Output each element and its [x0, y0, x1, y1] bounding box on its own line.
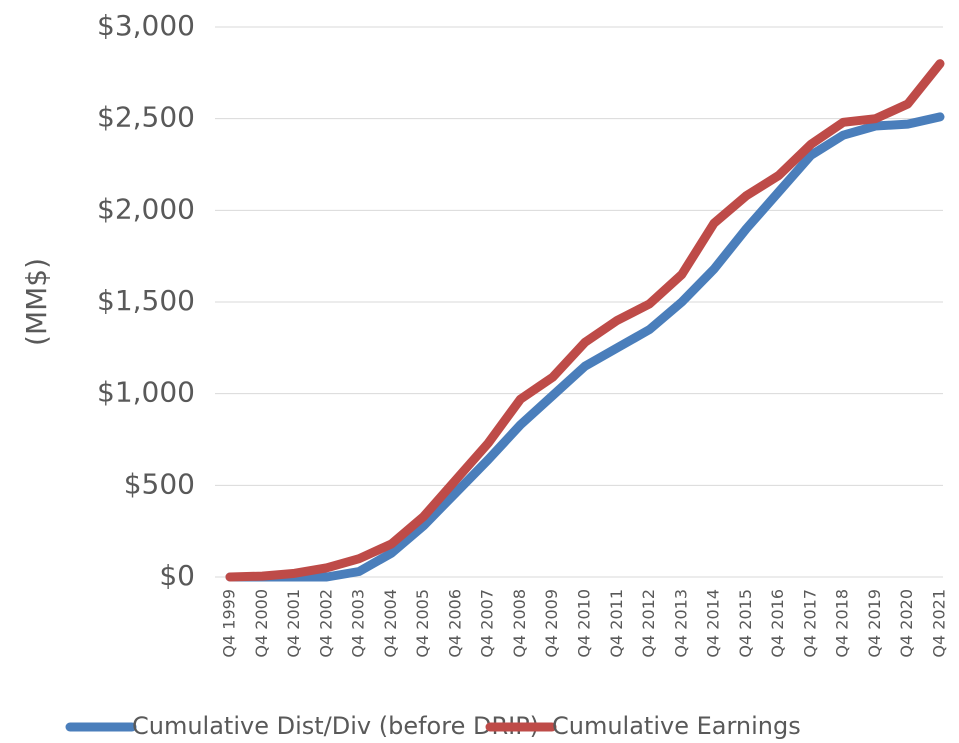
- x-tick-label: Q4 2013: [671, 589, 690, 658]
- x-tick-label: Q4 2007: [478, 589, 497, 658]
- x-tick-label: Q4 2001: [284, 589, 303, 658]
- x-tick-label: Q4 2010: [575, 589, 594, 658]
- x-tick-label: Q4 2019: [865, 589, 884, 658]
- y-tick-label: $2,000: [97, 192, 195, 225]
- x-tick-label: Q4 2014: [704, 589, 723, 658]
- x-tick-label: Q4 2018: [833, 589, 852, 658]
- x-tick-label: Q4 2011: [607, 589, 626, 658]
- y-axis-label: (MM$): [20, 258, 53, 346]
- x-tick-label: Q4 2008: [510, 589, 529, 658]
- x-tick-label: Q4 2009: [542, 589, 561, 658]
- y-tick-label: $3,000: [97, 9, 195, 42]
- x-tick-label: Q4 2004: [381, 589, 400, 658]
- x-tick-label: Q4 2000: [252, 589, 271, 658]
- x-tick-label: Q4 2005: [413, 589, 432, 658]
- y-tick-label: $1,000: [97, 376, 195, 409]
- x-tick-label: Q4 2002: [316, 589, 335, 658]
- x-tick-label: Q4 2017: [800, 589, 819, 658]
- x-tick-label: Q4 2020: [897, 589, 916, 658]
- x-tick-label: Q4 2015: [736, 589, 755, 658]
- y-tick-label: $500: [124, 467, 195, 500]
- y-tick-label: $2,500: [97, 101, 195, 134]
- x-tick-label: Q4 2006: [445, 589, 464, 658]
- series-line: [225, 59, 945, 582]
- x-tick-label: Q4 2012: [639, 589, 658, 658]
- x-tick-label: Q4 2003: [349, 589, 368, 658]
- y-tick-label: $0: [159, 559, 195, 592]
- x-tick-label: Q4 2016: [768, 589, 787, 658]
- y-tick-label: $1,500: [97, 284, 195, 317]
- x-tick-label: Q4 2021: [930, 589, 949, 658]
- x-tick-label: Q4 1999: [220, 589, 239, 658]
- legend-label: Cumulative Dist/Div (before DRIP): [132, 712, 539, 740]
- series-line: [225, 112, 945, 582]
- legend-label: Cumulative Earnings: [552, 712, 801, 740]
